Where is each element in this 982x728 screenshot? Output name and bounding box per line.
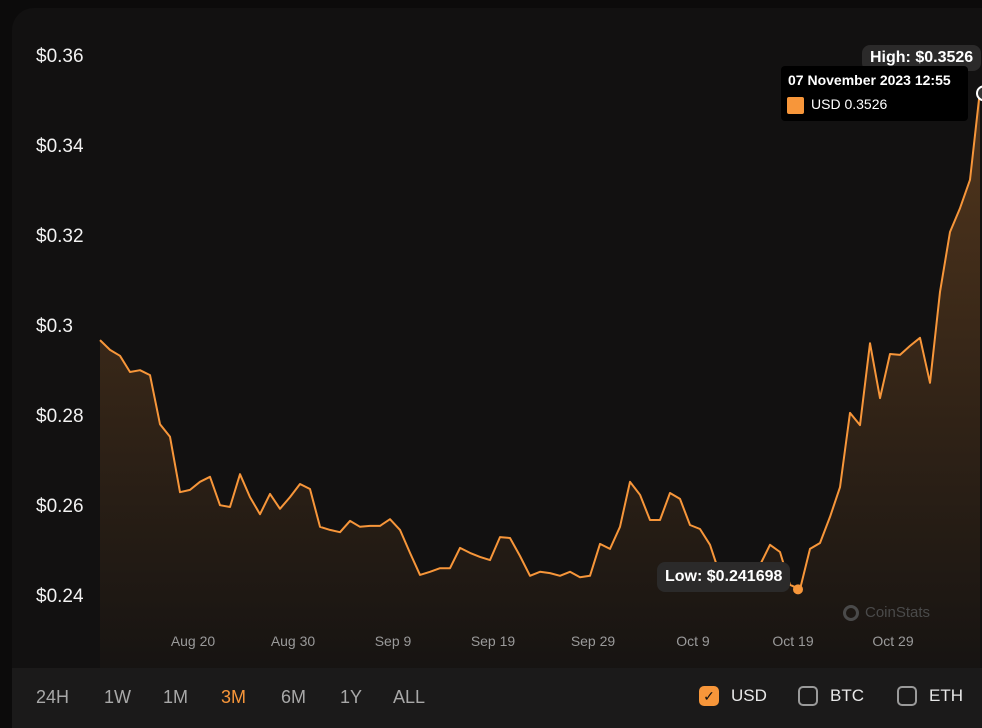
watermark: CoinStats [843,604,930,621]
x-tick-label: Oct 9 [676,633,710,649]
x-tick-label: Sep 19 [470,633,516,649]
low-label: Low: $0.241698 [657,562,791,592]
range-tab-1y[interactable]: 1Y [340,687,363,707]
checkbox-checked-icon[interactable]: ✓ [699,686,719,706]
currency-label: ETH [929,686,963,705]
price-chart[interactable] [0,0,982,668]
x-tick-label: Aug 20 [170,633,216,649]
tooltip-value: USD 0.3526 [811,96,888,112]
range-tab-1w[interactable]: 1W [104,687,131,707]
x-tick-label: Oct 29 [872,633,914,649]
low-marker [793,584,803,595]
watermark-text: CoinStats [865,604,931,621]
currency-toggle-usd[interactable]: ✓ USD [699,686,767,706]
x-tick-label: Sep 29 [570,633,616,649]
y-tick-label: $0.32 [36,226,84,247]
x-tick-label: Oct 19 [772,633,814,649]
x-tick-label: Aug 30 [270,633,316,649]
chart-tooltip: 07 November 2023 12:55 USD 0.3526 [781,66,968,121]
currency-label: BTC [830,686,864,705]
range-tab-3m[interactable]: 3M [221,687,247,707]
y-tick-label: $0.36 [36,46,84,67]
y-tick-label: $0.26 [36,496,84,517]
range-tab-1m[interactable]: 1M [163,687,189,707]
tooltip-swatch [787,97,804,114]
currency-label: USD [731,686,767,705]
y-tick-label: $0.3 [36,316,73,337]
area-fill [100,90,980,668]
y-tick-label: $0.34 [36,136,84,157]
range-tab-6m[interactable]: 6M [281,687,307,707]
hover-marker [976,85,982,102]
currency-toggle-btc[interactable]: BTC [798,686,864,706]
currency-toggle-eth[interactable]: ETH [897,686,963,706]
y-tick-label: $0.28 [36,406,84,427]
x-tick-label: Sep 9 [374,633,412,649]
range-tab-24h[interactable]: 24H [36,687,70,707]
checkbox-icon[interactable] [798,686,818,706]
coinstats-logo-icon [843,604,859,621]
y-tick-label: $0.24 [36,586,84,607]
tooltip-date: 07 November 2023 12:55 [788,72,951,88]
checkbox-icon[interactable] [897,686,917,706]
range-tab-all[interactable]: ALL [393,687,426,707]
price-line [99,90,981,591]
